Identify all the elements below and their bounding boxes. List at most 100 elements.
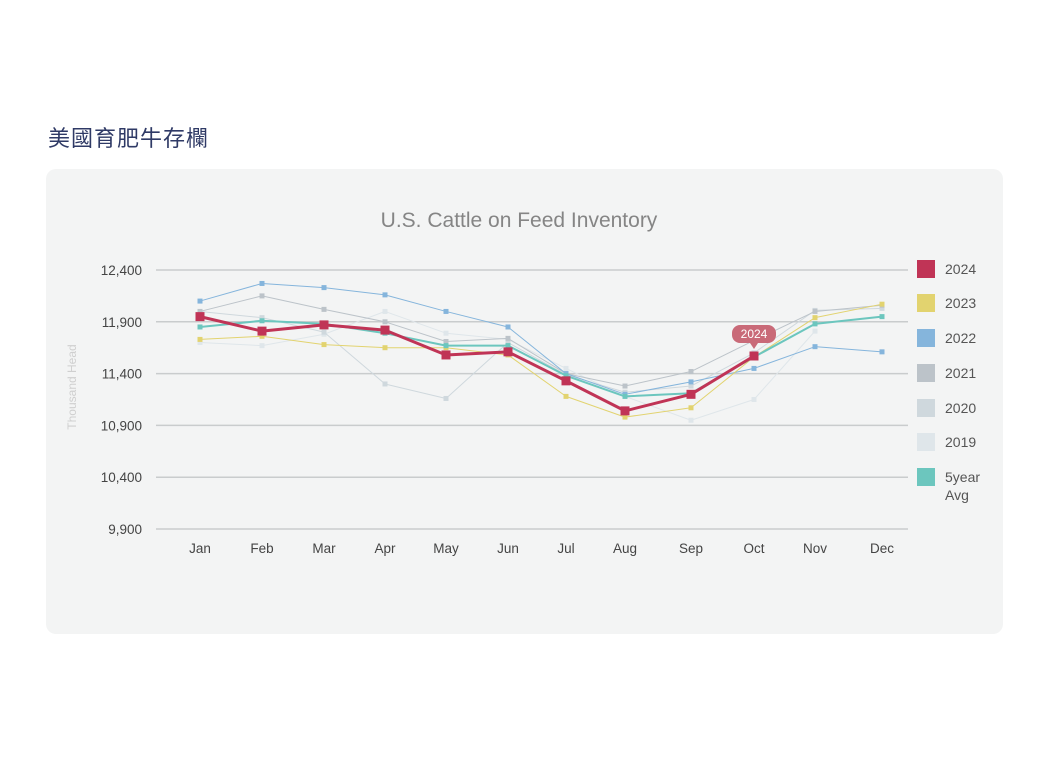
data-point-2021[interactable]	[688, 369, 694, 375]
x-tick-label: Feb	[250, 541, 273, 556]
data-point-2019[interactable]	[751, 397, 757, 402]
data-point-2022[interactable]	[812, 344, 818, 350]
y-tick-label: 10,900	[101, 418, 142, 433]
data-point-2024[interactable]	[257, 326, 267, 336]
data-point-5year-avg[interactable]	[505, 343, 511, 349]
data-point-2020[interactable]	[443, 395, 449, 401]
legend-swatch[interactable]	[917, 468, 935, 486]
data-point-2022[interactable]	[879, 349, 885, 355]
chart-svg: U.S. Cattle on Feed Inventory Thousand H…	[65, 209, 980, 556]
data-point-2023[interactable]	[321, 342, 327, 348]
data-point-2020[interactable]	[259, 315, 265, 321]
data-point-5year-avg[interactable]	[443, 343, 449, 349]
legend-label[interactable]: 2019	[945, 434, 976, 450]
x-tick-label: Jan	[189, 541, 211, 556]
series-line-2024	[199, 315, 755, 413]
data-point-2020[interactable]	[688, 383, 694, 389]
legend-label[interactable]: 2021	[945, 365, 976, 381]
data-point-2022[interactable]	[259, 280, 265, 286]
legend-label[interactable]: 5year Avg	[945, 469, 980, 503]
data-point-2019[interactable]	[197, 340, 203, 346]
data-point-2022[interactable]	[751, 365, 757, 371]
data-point-2023[interactable]	[259, 333, 265, 339]
series-line-5year-avg	[199, 315, 883, 398]
data-point-2024[interactable]	[380, 325, 390, 335]
series-line-2020	[199, 307, 883, 399]
data-point-2021[interactable]	[197, 308, 203, 314]
legend-swatch[interactable]	[917, 294, 935, 312]
data-point-2022[interactable]	[197, 298, 203, 304]
tooltip-pointer	[750, 342, 758, 349]
data-point-5year-avg[interactable]	[812, 321, 818, 327]
data-point-2023[interactable]	[688, 405, 694, 411]
data-point-2022[interactable]	[382, 292, 388, 298]
grid-layer: 12,400 11,900 11,400 10,900 10,400 9,900 Jan Fe…	[101, 263, 908, 556]
data-point-2024[interactable]	[503, 347, 513, 357]
x-tick-label: Jul	[557, 541, 574, 556]
data-point-2020[interactable]	[382, 381, 388, 387]
y-tick-label: 11,900	[102, 315, 142, 330]
tooltip-box	[732, 324, 776, 343]
data-point-2024[interactable]	[749, 351, 759, 361]
legend-label[interactable]: 2023	[945, 295, 976, 311]
data-point-2022[interactable]	[505, 324, 511, 330]
x-tick-label: Apr	[374, 541, 396, 556]
data-point-2021[interactable]	[812, 308, 818, 314]
data-point-2021[interactable]	[259, 293, 265, 299]
data-point-5year-avg[interactable]	[622, 393, 628, 399]
data-point-2019[interactable]	[812, 328, 818, 334]
data-point-2023[interactable]	[879, 301, 885, 307]
y-tick-label: 9,900	[108, 522, 142, 537]
data-point-5year-avg[interactable]	[197, 324, 203, 330]
data-point-2020[interactable]	[321, 329, 327, 335]
data-point-2023[interactable]	[563, 393, 569, 399]
x-tick-label: May	[433, 541, 459, 556]
y-axis-label: Thousand Head	[65, 344, 79, 429]
legend-swatch[interactable]	[917, 260, 935, 278]
y-tick-label: 10,400	[101, 470, 142, 485]
data-point-2023[interactable]	[197, 336, 203, 342]
data-point-2021[interactable]	[382, 319, 388, 325]
data-point-2021[interactable]	[505, 335, 511, 341]
data-point-2023[interactable]	[622, 414, 628, 420]
data-point-2024[interactable]	[620, 406, 630, 416]
data-point-2019[interactable]	[259, 343, 265, 349]
data-point-2021[interactable]	[443, 338, 449, 344]
y-tick-label: 11,400	[102, 367, 142, 382]
data-point-2024[interactable]	[195, 312, 205, 322]
data-point-2022[interactable]	[443, 308, 449, 314]
data-point-2021[interactable]	[622, 383, 628, 389]
legend-swatch[interactable]	[917, 399, 935, 417]
data-point-2023[interactable]	[812, 315, 818, 321]
data-point-2021[interactable]	[321, 306, 327, 312]
data-point-2022[interactable]	[688, 379, 694, 385]
data-point-2024[interactable]	[441, 350, 451, 360]
data-point-2022[interactable]	[321, 285, 327, 291]
legend-label[interactable]: 2022	[945, 330, 976, 346]
data-point-2024[interactable]	[686, 389, 696, 399]
x-tick-label: Jun	[497, 541, 519, 556]
legend-swatch[interactable]	[917, 364, 935, 382]
data-point-2019[interactable]	[443, 330, 449, 336]
data-point-2019[interactable]	[688, 417, 694, 423]
series-line-2022	[199, 282, 883, 395]
data-point-2020[interactable]	[505, 340, 511, 346]
data-point-2024[interactable]	[561, 376, 571, 386]
data-point-2023[interactable]	[382, 345, 388, 351]
legend: 2024 2023 2022 2021 2020 2019 5year Avg	[917, 260, 980, 503]
x-tick-label: Oct	[743, 541, 764, 556]
legend-swatch[interactable]	[917, 433, 935, 451]
legend-label[interactable]: 2020	[945, 400, 976, 416]
data-point-5year-avg[interactable]	[563, 373, 569, 379]
data-point-2019[interactable]	[382, 308, 388, 314]
legend-swatch[interactable]	[917, 329, 935, 347]
legend-label[interactable]: 2024	[945, 261, 976, 277]
x-tick-label: Mar	[312, 541, 336, 556]
data-point-5year-avg[interactable]	[879, 314, 885, 320]
data-point-5year-avg[interactable]	[259, 318, 265, 324]
data-point-2024[interactable]	[319, 320, 329, 330]
x-tick-label: Aug	[613, 541, 637, 556]
tooltip-label: 2024	[741, 327, 768, 341]
data-point-2020[interactable]	[879, 305, 885, 311]
data-point-2019[interactable]	[563, 365, 569, 371]
